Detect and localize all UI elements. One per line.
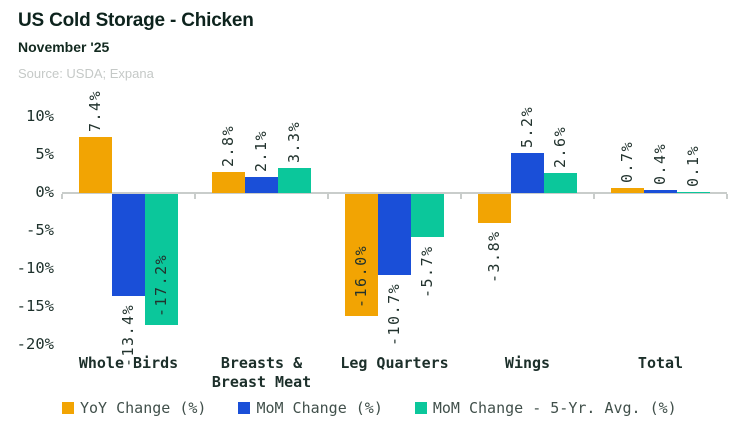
bar-value-label: -16.0% <box>352 244 370 308</box>
bar <box>411 194 444 238</box>
plot-area: 10% 5% 0% -5% -10% -15% -20% Whole Birds 7.4% -13… <box>0 90 742 399</box>
bar <box>478 194 511 223</box>
bar <box>112 194 145 296</box>
bar-value-label: -17.2% <box>152 253 170 317</box>
bar-value-label: 0.1% <box>684 144 702 187</box>
bar <box>345 194 378 316</box>
x-category-label: Whole Birds <box>78 354 179 372</box>
x-axis-line <box>62 192 727 194</box>
legend-label: YoY Change (%) <box>80 399 207 417</box>
bar <box>677 191 710 193</box>
chart-header: US Cold Storage - Chicken November '25 S… <box>18 9 254 81</box>
bar <box>79 136 112 193</box>
axis-tick <box>726 194 728 199</box>
legend-swatch <box>238 402 251 414</box>
axis-tick <box>61 194 63 199</box>
bar-value-label: -3.8% <box>485 230 503 284</box>
bar <box>278 167 311 193</box>
bar-value-label: 0.4% <box>651 142 669 185</box>
axis-tick <box>460 194 462 199</box>
x-category-label: Breasts & Breast Meat <box>211 354 312 391</box>
bar-value-label: 7.4% <box>86 89 104 132</box>
legend-label: MoM Change - 5-Yr. Avg. (%) <box>432 399 677 417</box>
bar <box>212 171 245 193</box>
bar-value-label: 5.2% <box>518 106 536 149</box>
y-axis-tick-label: -15% <box>16 297 54 315</box>
legend: YoY Change (%) MoM Change (%) MoM Change -… <box>62 399 677 417</box>
x-category-label: Total <box>637 354 684 372</box>
bar-value-label: 2.6% <box>551 126 569 169</box>
bar-value-label: 3.3% <box>285 120 303 163</box>
y-axis-tick-label: -10% <box>16 259 54 277</box>
bar-value-label: 0.7% <box>618 140 636 183</box>
legend-item: MoM Change - 5-Yr. Avg. (%) <box>414 399 677 417</box>
x-category-label: Leg Quarters <box>340 354 449 372</box>
legend-item: YoY Change (%) <box>62 399 206 417</box>
axis-tick <box>194 194 196 199</box>
bar <box>245 177 278 193</box>
legend-label: MoM Change (%) <box>256 399 383 417</box>
bar <box>511 153 544 193</box>
legend-item: MoM Change (%) <box>238 399 383 417</box>
legend-swatch <box>414 402 427 414</box>
bar <box>644 189 677 193</box>
chart-title: US Cold Storage - Chicken <box>18 10 254 31</box>
y-axis-tick-label: 0% <box>35 183 54 201</box>
y-axis-tick-label: -5% <box>26 221 54 239</box>
axis-tick <box>593 194 595 199</box>
source-note: Source: USDA; Expana <box>18 66 154 81</box>
bar-value-label: -13.4% <box>119 303 137 367</box>
bar <box>544 173 577 193</box>
bar <box>611 187 644 193</box>
legend-swatch <box>62 402 74 414</box>
bar-value-label: 2.1% <box>252 129 270 173</box>
axis-tick <box>327 194 329 199</box>
bar-value-label: -10.7% <box>385 283 403 347</box>
chart-subtitle: November '25 <box>18 39 110 55</box>
bar-value-label: -5.7% <box>418 245 436 298</box>
x-category-label: Wings <box>504 354 551 372</box>
bar <box>378 194 411 276</box>
y-axis-tick-label: 10% <box>26 107 54 125</box>
bar <box>145 194 178 325</box>
bar-value-label: 2.8% <box>219 124 237 167</box>
y-axis-tick-label: 5% <box>35 145 54 163</box>
y-axis-tick-label: -20% <box>16 335 54 353</box>
